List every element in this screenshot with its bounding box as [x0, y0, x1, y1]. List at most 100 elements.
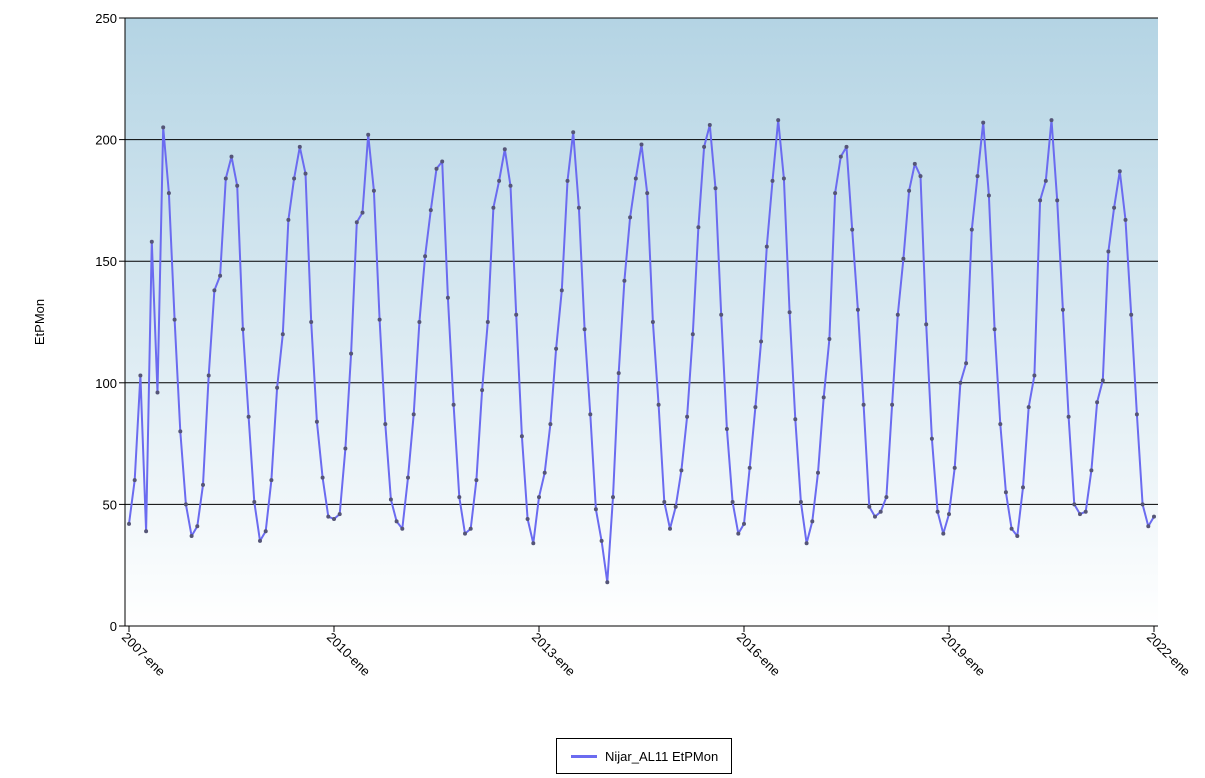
data-point: [485, 320, 490, 324]
data-point: [719, 312, 724, 317]
data-point: [127, 521, 131, 526]
data-point: [685, 414, 690, 419]
data-point: [366, 132, 371, 137]
data-point: [793, 417, 798, 422]
grid-lines: [125, 17, 1158, 505]
data-point: [764, 244, 769, 249]
data-point: [650, 320, 655, 324]
data-point: [1152, 514, 1156, 519]
legend: Nijar_AL11 EtPMon: [556, 738, 732, 774]
plot-area: [125, 18, 1158, 626]
data-point: [776, 118, 781, 123]
data-point: [781, 176, 786, 181]
data-point: [502, 147, 507, 152]
data-point: [349, 351, 354, 356]
data-point: [662, 500, 667, 504]
data-point: [690, 332, 695, 337]
data-point: [354, 220, 359, 225]
data-point: [1038, 198, 1043, 203]
data-point: [223, 176, 228, 181]
axes: [119, 17, 1158, 632]
data-point: [878, 509, 883, 514]
data-point: [286, 217, 291, 222]
data-point: [633, 176, 638, 181]
data-point: [1083, 509, 1088, 514]
data-point: [138, 373, 143, 378]
data-point: [707, 123, 712, 127]
data-point: [1112, 205, 1117, 210]
data-point: [155, 390, 160, 395]
data-point: [559, 288, 564, 293]
data-point: [201, 482, 205, 487]
data-point: [895, 312, 900, 317]
data-point: [713, 186, 718, 191]
y-tick-label: 250: [95, 11, 117, 26]
data-point: [827, 337, 832, 341]
data-point: [1134, 412, 1139, 417]
data-point: [235, 183, 240, 188]
data-point: [639, 142, 644, 147]
data-point: [537, 495, 541, 500]
data-point: [605, 580, 610, 585]
data-point: [332, 517, 336, 521]
data-point: [787, 310, 792, 315]
data-point: [337, 512, 342, 517]
data-point: [645, 191, 650, 196]
data-point: [383, 422, 388, 427]
data-point: [593, 507, 598, 512]
x-tick-labels: 2007-ene 2010-ene 2013-ene 2016-ene 2019-ene…: [119, 630, 1193, 679]
data-point: [616, 371, 621, 376]
data-point: [519, 434, 524, 439]
data-point: [377, 317, 382, 322]
data-point: [189, 534, 194, 538]
data-point: [434, 166, 439, 171]
data-point: [314, 419, 319, 424]
data-point: [172, 317, 177, 322]
data-point: [326, 514, 331, 519]
data-point: [736, 531, 741, 536]
data-point: [1043, 178, 1048, 183]
series-group: [127, 118, 1156, 585]
data-point: [924, 322, 929, 327]
data-point: [417, 320, 422, 324]
x-tick-label: 2016-ene: [734, 630, 783, 679]
data-point: [280, 332, 285, 337]
data-point: [240, 327, 245, 332]
data-point: [844, 144, 849, 149]
data-point: [542, 470, 547, 475]
data-point: [668, 526, 672, 531]
data-point: [964, 361, 969, 366]
legend-swatch: [571, 754, 597, 758]
data-point: [1032, 373, 1037, 378]
data-point: [798, 500, 803, 504]
data-point: [1026, 405, 1031, 410]
data-point: [576, 205, 581, 210]
data-point: [952, 465, 957, 470]
data-point: [178, 429, 183, 434]
data-point: [149, 239, 154, 244]
data-point: [929, 436, 934, 441]
data-point: [548, 422, 553, 427]
data-point: [816, 470, 820, 475]
data-point: [588, 412, 593, 417]
data-point: [166, 191, 171, 196]
data-point: [423, 254, 428, 259]
data-point: [821, 395, 826, 400]
data-point: [981, 120, 986, 125]
data-point: [246, 414, 251, 419]
data-point: [1009, 526, 1014, 531]
data-point: [1117, 169, 1122, 174]
data-point: [445, 295, 450, 300]
data-point: [491, 205, 496, 210]
data-point: [258, 538, 262, 543]
data-point: [406, 475, 410, 480]
data-point: [292, 176, 297, 181]
data-point: [388, 497, 393, 502]
data-point: [360, 210, 365, 215]
legend-label: Nijar_AL11 EtPMon: [605, 748, 719, 764]
data-point: [508, 183, 513, 188]
data-point: [297, 144, 302, 149]
data-point: [480, 388, 485, 393]
data-point: [1089, 468, 1094, 473]
